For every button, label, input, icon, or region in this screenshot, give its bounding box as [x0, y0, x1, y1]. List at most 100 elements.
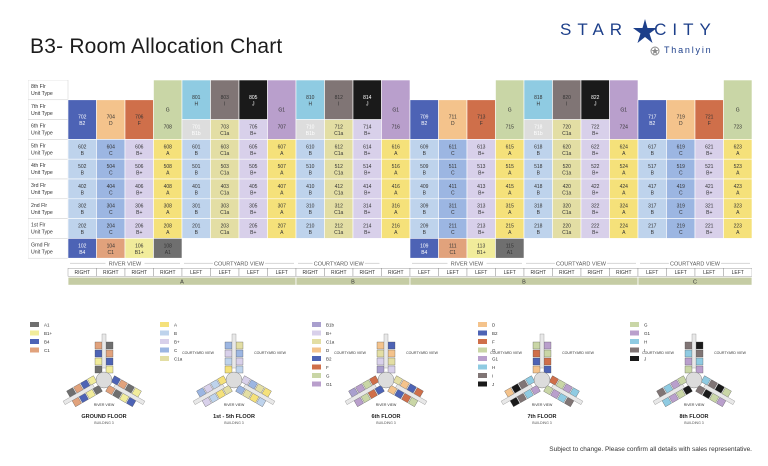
unit-cell-type: A: [166, 210, 170, 216]
plan-core: [95, 371, 113, 389]
unit-cell-type: A: [166, 190, 170, 196]
side-label: LEFT: [247, 270, 259, 276]
unit-cell-type: A: [736, 190, 740, 196]
plan-unit: [387, 341, 396, 350]
side-label: LEFT: [276, 270, 288, 276]
unit-cell-number: 407: [278, 184, 287, 190]
unit-cell-type: C: [451, 210, 455, 216]
unit-cell-type: C1a: [220, 171, 229, 177]
plan-unit: [695, 357, 704, 366]
unit-cell-type: A: [280, 210, 284, 216]
side-label: RIGHT: [559, 270, 575, 276]
unit-cell-type: A: [622, 230, 626, 236]
unit-cell-type: B+: [136, 171, 142, 177]
unit-cell-number: 221: [705, 224, 714, 230]
courtyard-view-label: COURTYARD VIEW: [642, 351, 674, 355]
building-wing: [94, 333, 114, 374]
unit-cell-number: 413: [477, 184, 486, 190]
unit-cell-number: 417: [648, 184, 657, 190]
building-wing: [192, 375, 233, 407]
unit-cell-7th: [466, 99, 496, 140]
side-label: RIGHT: [359, 270, 375, 276]
unit-cell-number: 414: [363, 184, 372, 190]
unit-cell-number: 302: [78, 204, 87, 210]
unit-cell-type: C1a: [334, 210, 343, 216]
legend-swatch: [160, 347, 169, 353]
legend-title: ROOM TYPES: [630, 318, 657, 319]
unit-cell-type: C: [679, 171, 683, 177]
unit-cell-7th-type: B2: [649, 121, 655, 127]
unit-cell-7th-number: 717: [648, 115, 657, 121]
unit-cell-number: 519: [677, 164, 686, 170]
unit-cell-6th-type: B+: [364, 131, 370, 137]
unit-cell-ground-type: B1+: [477, 250, 486, 256]
legend-label: B2: [492, 331, 498, 336]
side-label: RIGHT: [616, 270, 632, 276]
unit-cell-8th-type: I: [566, 101, 567, 107]
wing-label: C: [693, 279, 697, 285]
plan-corridor: [383, 333, 389, 369]
unit-cell-number: 304: [107, 204, 116, 210]
floor-label-type: Unit Type: [31, 91, 53, 97]
legend-swatch: [630, 339, 639, 344]
unit-cell-7th: [67, 99, 97, 140]
floor-plan-subtitle: BUILDING 3: [684, 421, 704, 425]
side-label: RIGHT: [131, 270, 147, 276]
unit-cell-6th-number: 701: [192, 125, 201, 131]
unit-cell-type: B: [195, 210, 199, 216]
unit-cell-number: 412: [335, 184, 344, 190]
legend-label: I: [644, 348, 645, 353]
unit-cell-number: 207: [278, 224, 287, 230]
building-wing: [695, 375, 736, 407]
unit-cell-type: A: [166, 171, 170, 177]
legend-label: B4: [44, 340, 50, 345]
plan-unit: [387, 357, 396, 366]
unit-cell-type: C: [109, 230, 113, 236]
unit-cell-number: 621: [705, 144, 714, 150]
unit-cell-number: 610: [306, 144, 315, 150]
unit-cell-number: 201: [192, 224, 201, 230]
plan-unit: [376, 341, 385, 350]
floor-label: 7th Flr: [31, 104, 46, 110]
plan-unit: [235, 349, 244, 358]
unit-cell-type: C1a: [220, 210, 229, 216]
unit-cell-7th-number: 709: [420, 115, 429, 121]
legend-swatch: [312, 347, 321, 353]
unit-cell-type: B: [537, 210, 541, 216]
unit-cell-7th-type: F: [480, 121, 483, 127]
plan-unit: [387, 365, 396, 374]
unit-cell-6th-number: 703: [221, 125, 230, 131]
unit-cell-number: 220: [563, 224, 572, 230]
legend-label: D: [492, 323, 496, 328]
unit-cell-7th-type: B2: [421, 121, 427, 127]
unit-cell-number: 409: [420, 184, 429, 190]
plan-unit: [224, 357, 233, 366]
legend-label: B: [174, 331, 177, 336]
floor-label-type: Unit Type: [31, 170, 53, 176]
unit-cell-type: B+: [592, 230, 598, 236]
building-wing: [105, 375, 146, 407]
legend-label: F: [326, 365, 329, 370]
unit-cell-number: 303: [221, 204, 230, 210]
plan-unit: [105, 349, 114, 358]
plan-unit: [222, 385, 233, 395]
unit-cell-number: 517: [648, 164, 657, 170]
unit-cell-number: 503: [221, 164, 230, 170]
unit-cell-7th-type: D: [109, 121, 113, 127]
unit-cell-type: A: [394, 151, 398, 157]
unit-cell-type: C: [679, 230, 683, 236]
legend-swatch: [160, 322, 169, 327]
view-label-bg: [312, 259, 365, 268]
plan-corridor: [113, 384, 146, 405]
side-label: LEFT: [504, 270, 516, 276]
unit-cell-type: A: [622, 151, 626, 157]
unit-cell-number: 620: [563, 144, 572, 150]
unit-cell-8th-number: 812: [335, 95, 344, 101]
unit-cell-type: B+: [136, 230, 142, 236]
plan-unit: [369, 375, 380, 386]
plan-unit: [392, 375, 403, 386]
unit-cell-number: 624: [620, 144, 629, 150]
unit-cell-type: A: [508, 230, 512, 236]
plan-corridor: [691, 333, 697, 369]
unit-cell-ground: [495, 238, 525, 259]
